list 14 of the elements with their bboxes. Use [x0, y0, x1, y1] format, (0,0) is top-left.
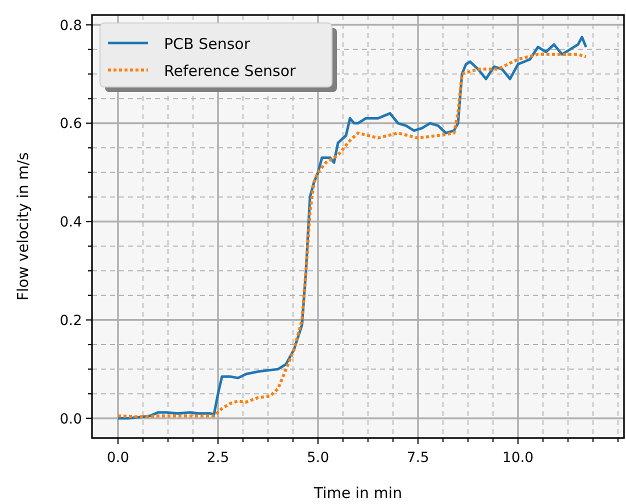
- y-tick-label: 0.4: [60, 214, 82, 231]
- y-tick-label: 0.2: [60, 312, 82, 329]
- y-tick-label: 0.0: [60, 411, 82, 428]
- x-axis-title: Time in min: [312, 484, 402, 502]
- x-tick-label: 5.0: [306, 450, 330, 466]
- y-tick-label: 0.6: [60, 116, 82, 132]
- y-tick-label: 0.8: [60, 18, 82, 34]
- x-tick-label: 7.5: [406, 450, 430, 466]
- x-tick-label: 2.5: [206, 450, 230, 466]
- legend-label: PCB Sensor: [164, 35, 251, 53]
- y-axis-title: Flow velocity in m/s: [14, 152, 32, 301]
- legend-label: Reference Sensor: [164, 62, 297, 80]
- x-tick-label: 0.0: [106, 450, 130, 466]
- x-tick-label: 10.0: [502, 450, 534, 466]
